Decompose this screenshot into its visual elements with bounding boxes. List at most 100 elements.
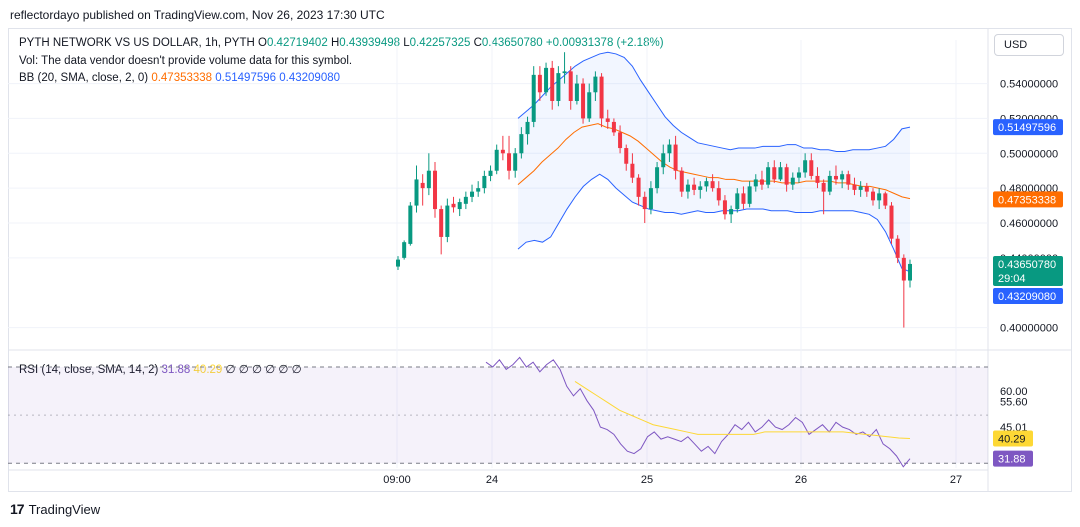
candle-body — [494, 149, 499, 171]
rsi-ma-tag: 40.29 — [998, 433, 1026, 445]
candle-body — [790, 177, 795, 185]
candle-body — [599, 76, 604, 119]
tradingview-wordmark: TradingView — [28, 501, 101, 517]
candle-body — [716, 188, 721, 201]
candle-body — [889, 205, 894, 239]
c-label: C — [473, 37, 482, 49]
candle-body — [562, 71, 567, 74]
candle-body — [679, 170, 684, 192]
bb-upper-price-tag: 0.51497596 — [998, 122, 1056, 134]
candle-body — [426, 170, 431, 189]
candle-body — [550, 67, 555, 101]
time-tick-label: 09:00 — [383, 474, 411, 486]
candle-body — [470, 191, 475, 197]
candle-body — [396, 259, 400, 267]
bb-upper-line — [517, 51, 911, 153]
candle-body — [858, 186, 863, 190]
time-tick-label: 26 — [795, 474, 807, 486]
candle-body — [722, 200, 727, 215]
time-tick-label: 25 — [641, 474, 653, 486]
candle-body — [698, 186, 703, 190]
candle-body — [513, 153, 518, 171]
candle-body — [630, 163, 635, 178]
candle-body — [531, 74, 536, 122]
h-label: H — [330, 37, 340, 49]
candle-body — [735, 193, 740, 210]
open-value: 0.42719402 — [266, 37, 328, 49]
candle-body — [537, 74, 542, 93]
candle-body — [821, 182, 826, 192]
symbol-name[interactable]: PYTH NETWORK VS US DOLLAR, 1h, PYTH — [19, 37, 255, 49]
candle-body — [895, 238, 900, 258]
candle-body — [877, 193, 882, 201]
candle-body — [840, 174, 845, 180]
candle-body — [864, 186, 869, 192]
publisher-caption: reflectordayo published on TradingView.c… — [10, 8, 385, 22]
candle-body — [685, 184, 690, 192]
currency-button[interactable]: USD — [994, 34, 1064, 56]
candle-body — [463, 196, 468, 204]
bb-basis-price-tag: 0.47353338 — [998, 194, 1056, 206]
candle-body — [636, 177, 641, 197]
price-tick-label: 0.46000000 — [1000, 218, 1058, 230]
candle-body — [673, 144, 678, 171]
volume-legend: Vol: The data vendor doesn't provide vol… — [19, 55, 353, 67]
l-label: L — [403, 37, 410, 49]
low-value: 0.42257325 — [409, 37, 471, 49]
candle-body — [753, 179, 758, 187]
candle-body — [796, 172, 801, 178]
bb-basis-price-tag-bg — [993, 191, 1063, 208]
change-value: +0.00931378 (+2.18%) — [545, 37, 664, 49]
o-label: O — [258, 37, 267, 49]
candle-body — [747, 186, 752, 204]
tradingview-logo[interactable]: 17 TradingView — [10, 501, 100, 517]
candle-body — [648, 188, 653, 210]
rsi-ma-tag-bg — [993, 430, 1033, 447]
candle-body — [488, 170, 493, 176]
candle-body — [741, 193, 746, 204]
chart-frame — [8, 28, 1072, 492]
candle-body — [827, 175, 832, 192]
candle-body — [815, 175, 820, 183]
tradingview-logo-icon: 17 — [10, 501, 25, 517]
last-price-tag: 0.43650780 — [998, 259, 1056, 271]
candle-body — [624, 148, 629, 164]
candle-body — [803, 160, 808, 173]
candle-body — [784, 167, 789, 185]
bb-lower-line — [517, 173, 911, 273]
candle-body — [846, 174, 851, 185]
candle-body — [500, 149, 505, 154]
candle-body — [809, 160, 814, 176]
countdown-label: 29:04 — [998, 273, 1026, 285]
time-tick-label: 27 — [950, 474, 962, 486]
candle-body — [574, 83, 579, 101]
candle-body — [901, 257, 906, 281]
candle-body — [667, 144, 672, 154]
rsi-ma-line — [574, 381, 911, 439]
time-tick-label: 24 — [486, 474, 498, 486]
candle-body — [618, 132, 623, 149]
symbol-legend: PYTH NETWORK VS US DOLLAR, 1h, PYTH O0.4… — [19, 37, 664, 49]
bb-basis-line — [517, 123, 911, 200]
candle-body — [519, 134, 524, 154]
candle-body — [593, 76, 598, 93]
close-value: 0.43650780 — [481, 37, 543, 49]
candle-body — [408, 205, 413, 244]
bb-band-fill — [518, 52, 910, 272]
candle-body — [852, 184, 857, 190]
candle-body — [759, 179, 764, 185]
bb-legend[interactable]: BB (20, SMA, close, 2, 0) 0.47353338 0.5… — [19, 72, 340, 84]
last-price-tag-bg — [993, 255, 1063, 286]
price-tick-label: 0.54000000 — [1000, 79, 1058, 91]
candle-body — [661, 153, 666, 168]
candle-body — [476, 188, 481, 192]
candle-body — [457, 202, 462, 210]
rsi-value-tag-bg — [993, 450, 1033, 467]
high-value: 0.43939498 — [339, 37, 401, 49]
candle-body — [568, 71, 573, 101]
bb-lower-value: 0.43209080 — [279, 72, 341, 84]
candle-body — [445, 205, 450, 237]
candle-body — [704, 181, 709, 187]
candle-body — [908, 263, 912, 281]
